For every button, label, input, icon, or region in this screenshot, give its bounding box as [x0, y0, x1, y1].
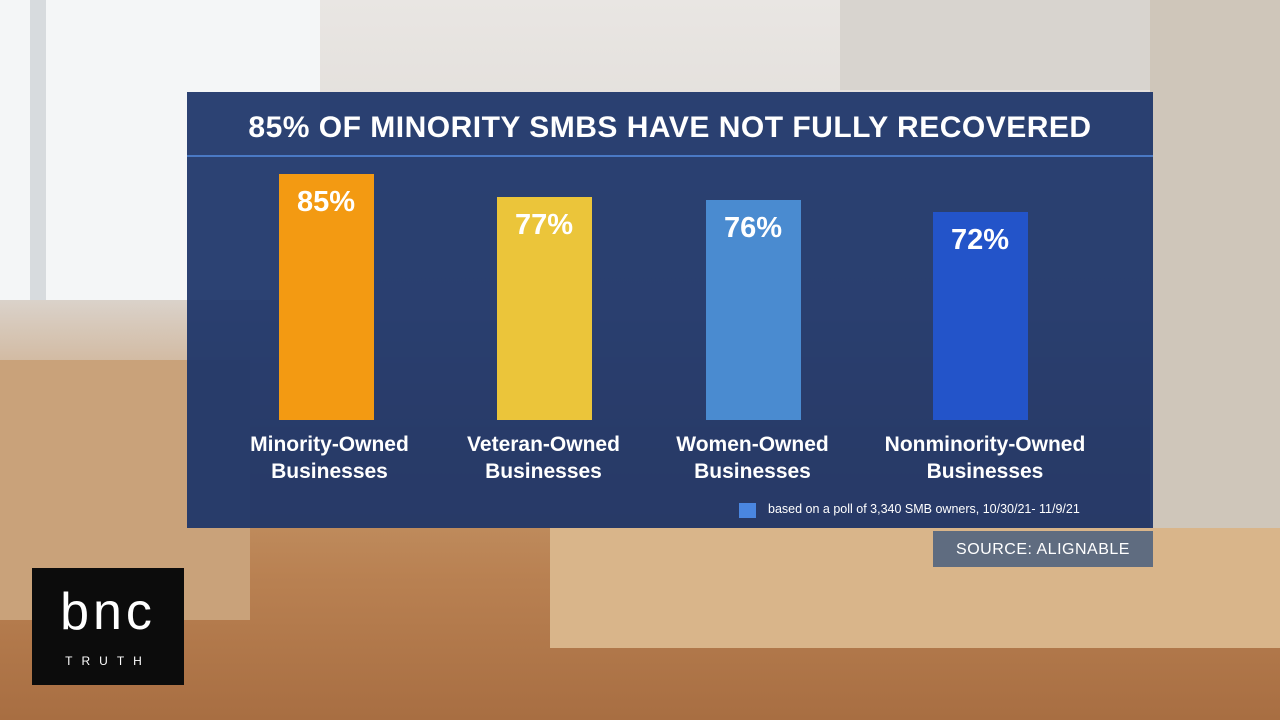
value-label: 77%: [514, 209, 574, 242]
bar: [496, 197, 592, 420]
legend-swatch: [739, 503, 756, 518]
chart-panel: 85% OF MINORITY SMBS HAVE NOT FULLY RECO…: [187, 92, 1153, 528]
footnote: based on a poll of 3,340 SMB owners, 10/…: [768, 502, 1080, 516]
logo-name: bnc: [60, 583, 156, 641]
shelves: [1150, 0, 1280, 560]
x-tick-label: Nonminority-Owned Businesses: [884, 433, 1086, 483]
jars: [840, 0, 1150, 90]
bar: [932, 211, 1028, 420]
value-label: 72%: [950, 223, 1010, 256]
logo-tagline: TRUTH: [65, 654, 151, 668]
chart-title: 85% OF MINORITY SMBS HAVE NOT FULLY RECO…: [187, 92, 1153, 157]
window-frame: [30, 0, 46, 300]
value-label: 85%: [296, 186, 356, 218]
logo: bnc TRUTH: [32, 568, 184, 685]
source: SOURCE: ALIGNABLE: [933, 531, 1153, 567]
x-tick-label: Veteran-Owned Businesses: [467, 433, 620, 483]
value-label: 76%: [723, 212, 783, 245]
bar: [705, 200, 801, 420]
crates: [550, 528, 1280, 648]
bar: [278, 174, 374, 420]
x-tick-label: Women-Owned Businesses: [676, 433, 829, 483]
x-tick-label: Minority-Owned Businesses: [250, 433, 409, 483]
